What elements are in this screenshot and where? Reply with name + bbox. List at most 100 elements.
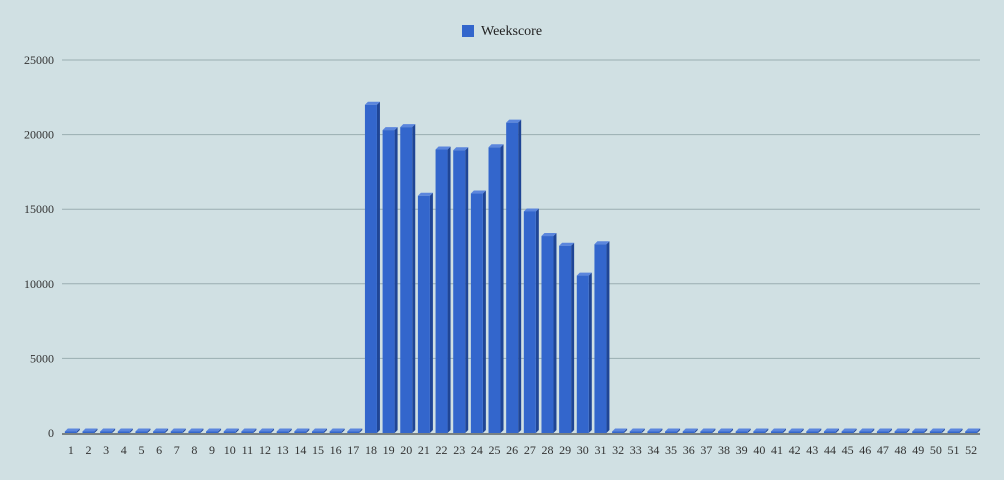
bar-side: [871, 428, 875, 433]
bar-top: [329, 428, 345, 432]
bar-top: [506, 119, 522, 123]
bar-side: [800, 428, 804, 433]
bar-week-19: [382, 127, 398, 434]
bar-top: [523, 208, 539, 212]
bar-top: [559, 242, 575, 246]
bar-side: [624, 428, 628, 433]
bar-front: [718, 431, 731, 433]
bar-week-21: [417, 192, 433, 433]
x-tick-label: 44: [824, 443, 836, 457]
bar-top: [770, 428, 786, 432]
legend: Weekscore: [462, 24, 542, 39]
x-tick-labels: 1 2 3 4 5 6 7 8 9 10 11 12 13 14 15 16 17 18 19 20 21 22 23 24 2…: [68, 443, 977, 457]
bar-top: [806, 428, 822, 432]
bar-week-13: [276, 428, 292, 433]
bar-week-4: [117, 428, 133, 433]
bar-top: [947, 428, 963, 432]
bar-week-30: [576, 272, 592, 433]
y-tick-label: 25000: [24, 53, 54, 67]
bar-side: [712, 428, 716, 433]
bar-week-37: [700, 428, 716, 433]
bar-top: [170, 428, 186, 432]
bar-front: [965, 431, 978, 433]
bar-week-27: [523, 208, 539, 433]
bar-week-10: [223, 428, 239, 433]
bar-week-35: [665, 428, 681, 433]
bar-side: [235, 428, 239, 433]
bar-front: [117, 431, 130, 433]
bar-side: [641, 428, 645, 433]
bar-side: [447, 146, 451, 433]
x-tick-label: 26: [506, 443, 518, 457]
bar-front: [206, 431, 219, 433]
bar-front: [806, 431, 819, 433]
x-tick-label: 36: [683, 443, 695, 457]
x-tick-label: 18: [365, 443, 377, 457]
bar-week-1: [64, 428, 80, 433]
bar-top: [294, 428, 310, 432]
bar-week-5: [135, 428, 151, 433]
x-tick-label: 27: [524, 443, 536, 457]
bar-top: [64, 428, 80, 432]
bar-week-15: [311, 428, 327, 433]
bar-week-11: [241, 428, 257, 433]
bar-week-29: [559, 242, 575, 433]
bar-side: [730, 428, 734, 433]
bar-top: [788, 428, 804, 432]
bar-front: [576, 275, 589, 433]
bar-top: [364, 101, 380, 105]
bar-week-49: [912, 428, 928, 433]
bar-side: [218, 428, 222, 433]
bar-week-26: [506, 119, 522, 433]
bar-front: [841, 431, 854, 433]
bar-week-51: [947, 428, 963, 433]
bar-front: [470, 193, 483, 433]
bar-side: [659, 428, 663, 433]
bar-top: [665, 428, 681, 432]
bar-front: [153, 431, 166, 433]
x-tick-label: 48: [895, 443, 907, 457]
bar-top: [276, 428, 292, 432]
bar-week-12: [259, 428, 275, 433]
x-tick-label: 52: [965, 443, 977, 457]
bar-week-34: [647, 428, 663, 433]
x-tick-label: 37: [700, 443, 712, 457]
bar-week-45: [841, 428, 857, 433]
bar-front: [82, 431, 95, 433]
bar-week-40: [753, 428, 769, 433]
x-tick-label: 24: [471, 443, 483, 457]
bar-top: [876, 428, 892, 432]
bar-front: [241, 431, 254, 433]
bar-top: [188, 428, 204, 432]
bar-front: [347, 431, 360, 433]
bar-week-23: [453, 147, 469, 434]
bar-week-25: [488, 144, 504, 434]
x-tick-label: 22: [436, 443, 448, 457]
x-tick-label: 34: [647, 443, 659, 457]
bar-top: [117, 428, 133, 432]
x-tick-label: 14: [294, 443, 306, 457]
bar-side: [500, 144, 504, 434]
bar-side: [482, 190, 486, 433]
bar-top: [541, 233, 557, 237]
y-tick-label: 15000: [24, 202, 54, 216]
bar-top: [311, 428, 327, 432]
bar-front: [559, 245, 572, 433]
bar-side: [76, 428, 80, 433]
bar-front: [100, 431, 113, 433]
x-tick-label: 19: [383, 443, 395, 457]
bar-top: [206, 428, 222, 432]
bar-week-46: [859, 428, 875, 433]
x-tick-label: 51: [948, 443, 960, 457]
bar-side: [200, 428, 204, 433]
bar-week-32: [612, 428, 628, 433]
bar-front: [276, 431, 289, 433]
bar-week-31: [594, 241, 610, 433]
x-tick-label: 8: [191, 443, 197, 457]
bar-side: [606, 241, 610, 433]
x-tick-label: 39: [736, 443, 748, 457]
bar-top: [153, 428, 169, 432]
bar-front: [523, 211, 536, 433]
bar-front: [294, 431, 307, 433]
bar-front: [188, 431, 201, 433]
